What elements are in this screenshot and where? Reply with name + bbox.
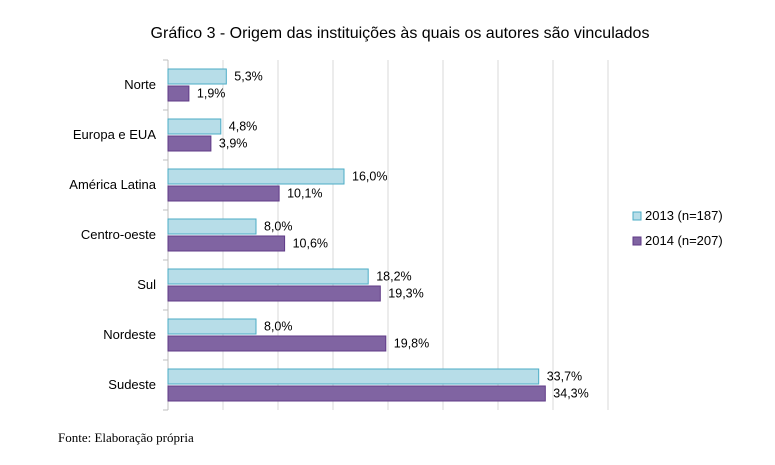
bar-2014 (167, 385, 546, 402)
bar-2014 (167, 235, 286, 252)
gridlines (163, 59, 609, 411)
data-label: 5,3% (234, 70, 262, 84)
data-label: 4,8% (229, 120, 257, 134)
data-label: 16,0% (352, 170, 387, 184)
bar-2013 (167, 318, 257, 335)
category-label: América Latina (69, 177, 156, 192)
data-label: 19,3% (388, 287, 423, 301)
category-label: Sul (137, 277, 156, 292)
data-label: 8,0% (264, 320, 293, 334)
legend-swatch (632, 211, 642, 221)
data-label: 34,3% (553, 387, 588, 401)
labels: Norte 5,3% 1,9% Europa e EUA 4,8% 3,9% América… (69, 70, 588, 401)
bar-2014 (167, 185, 280, 202)
source-note: Fonte: Elaboração própria (58, 430, 194, 445)
data-label: 33,7% (547, 370, 582, 384)
category-label: Centro-oeste (81, 227, 156, 242)
data-label: 18,2% (376, 270, 411, 284)
legend-swatch (632, 236, 642, 246)
bar-2013 (167, 218, 257, 235)
category-label: Sudeste (108, 377, 156, 392)
data-label: 10,6% (293, 237, 328, 251)
bar-2013 (167, 368, 540, 385)
bar-2014 (167, 85, 190, 102)
data-label: 19,8% (394, 337, 429, 351)
data-label: 1,9% (197, 87, 226, 101)
bar-2014 (167, 285, 381, 302)
legend-label: 2013 (n=187) (645, 208, 723, 223)
data-label: 10,1% (287, 187, 322, 201)
legend: 2013 (n=187) 2014 (n=207) (632, 208, 723, 248)
chart-title: Gráfico 3 - Origem das instituições às q… (151, 25, 650, 42)
bar-2013 (167, 268, 369, 285)
data-label: 8,0% (264, 220, 293, 234)
bars (167, 68, 546, 402)
bar-2014 (167, 135, 212, 152)
category-label: Europa e EUA (73, 127, 156, 142)
category-label: Norte (124, 77, 156, 92)
bar-2013 (167, 118, 222, 135)
category-label: Nordeste (103, 327, 156, 342)
data-label: 3,9% (219, 137, 248, 151)
legend-label: 2014 (n=207) (645, 233, 723, 248)
bar-2014 (167, 335, 387, 352)
bar-2013 (167, 68, 227, 85)
bar-2013 (167, 168, 345, 185)
